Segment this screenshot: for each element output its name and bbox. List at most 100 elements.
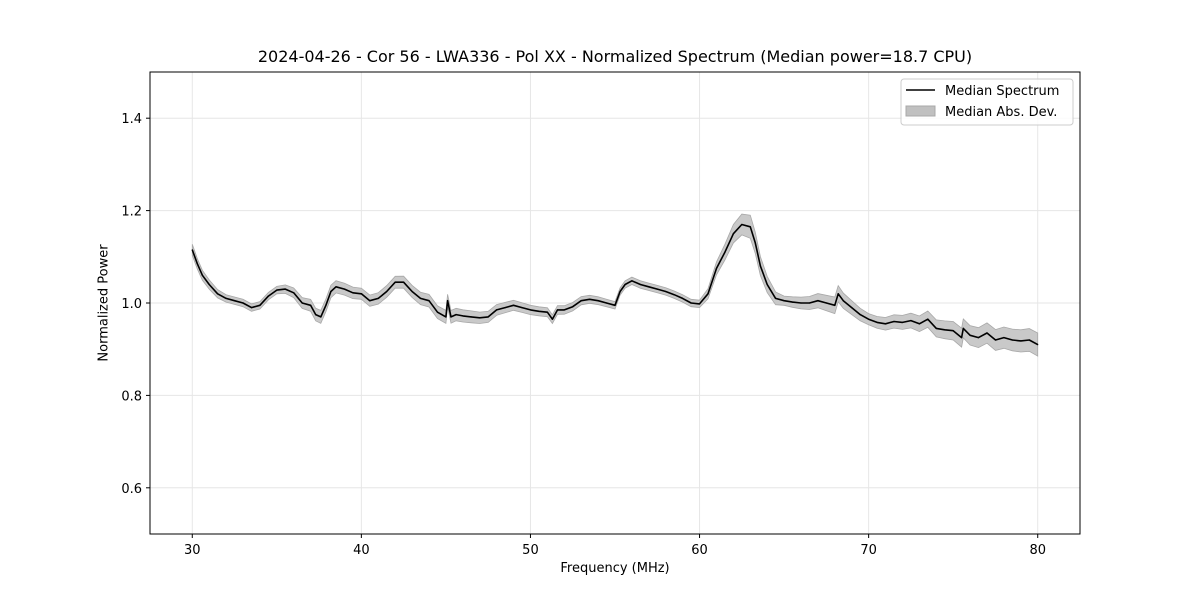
median-spectrum-point bbox=[690, 302, 692, 304]
legend-label-median-spectrum: Median Spectrum bbox=[945, 84, 1059, 99]
median-spectrum-point bbox=[325, 304, 327, 306]
median-spectrum-point bbox=[479, 317, 481, 319]
median-spectrum-point bbox=[369, 300, 371, 302]
legend-label-median-abs-dev: Median Abs. Dev. bbox=[945, 105, 1057, 120]
median-spectrum-point bbox=[962, 327, 964, 329]
median-spectrum-point bbox=[419, 297, 422, 299]
median-spectrum-point bbox=[639, 283, 642, 286]
median-spectrum-point bbox=[233, 300, 236, 302]
median-spectrum-point bbox=[961, 337, 963, 339]
median-spectrum-point bbox=[556, 309, 559, 311]
legend-band-swatch bbox=[905, 105, 936, 117]
median-spectrum-point bbox=[927, 318, 929, 320]
tick-layer: 30 40 50 60 70 80 0.6 0.8 1.0 1.2 1.4 bbox=[121, 112, 1046, 558]
chart-title: 2024-04-26 - Cor 56 - LWA336 - Pol XX - … bbox=[257, 47, 973, 66]
median-spectrum-point bbox=[512, 304, 515, 306]
median-spectrum-point bbox=[994, 339, 997, 341]
median-spectrum-point bbox=[320, 316, 322, 318]
y-tick-label: 1.2 bbox=[121, 205, 142, 220]
x-tick-label: 50 bbox=[522, 543, 539, 558]
median-spectrum-point bbox=[944, 329, 946, 331]
median-spectrum-point bbox=[698, 303, 701, 305]
median-spectrum-point bbox=[1028, 339, 1030, 341]
median-spectrum-point bbox=[191, 249, 193, 251]
median-spectrum-point bbox=[766, 283, 768, 286]
median-spectrum-point bbox=[842, 300, 844, 302]
median-spectrum-point bbox=[732, 233, 735, 235]
median-spectrum-point bbox=[754, 242, 756, 244]
median-spectrum-point bbox=[335, 286, 337, 288]
mad-band-layer bbox=[191, 213, 1039, 357]
median-spectrum-point bbox=[546, 311, 549, 313]
y-tick-label: 1.4 bbox=[121, 112, 142, 127]
median-spectrum-point bbox=[455, 314, 457, 316]
median-spectrum-point bbox=[580, 300, 582, 302]
median-spectrum-point bbox=[918, 323, 921, 325]
median-spectrum-point bbox=[682, 297, 684, 299]
median-spectrum-point bbox=[1011, 339, 1014, 341]
median-spectrum-point bbox=[1003, 337, 1005, 339]
x-tick-label: 40 bbox=[353, 543, 370, 558]
median-spectrum-point bbox=[284, 288, 286, 290]
median-spectrum-point bbox=[538, 310, 540, 312]
median-spectrum-point bbox=[969, 334, 971, 336]
median-abs-dev-band bbox=[191, 213, 1039, 357]
median-spectrum-point bbox=[572, 306, 574, 308]
median-spectrum-point bbox=[910, 320, 912, 322]
median-spectrum-point bbox=[624, 283, 626, 286]
median-spectrum-point bbox=[876, 321, 878, 323]
median-spectrum-point bbox=[724, 251, 726, 253]
spectrum-line-layer bbox=[191, 223, 1039, 346]
median-spectrum-point bbox=[648, 286, 650, 288]
median-spectrum-point bbox=[791, 301, 794, 303]
median-spectrum-point bbox=[208, 283, 210, 286]
median-spectrum-point bbox=[301, 302, 303, 304]
median-spectrum-point bbox=[411, 290, 413, 293]
median-spectrum-point bbox=[330, 290, 332, 293]
median-spectrum-point bbox=[403, 281, 405, 283]
median-spectrum-point bbox=[196, 263, 198, 265]
median-spectrum-point bbox=[529, 309, 532, 311]
median-spectrum-point bbox=[1037, 344, 1039, 346]
median-spectrum-point bbox=[201, 274, 203, 276]
median-spectrum-point bbox=[614, 304, 616, 306]
median-spectrum-point bbox=[868, 318, 870, 320]
median-spectrum-point bbox=[504, 307, 506, 309]
median-spectrum-point bbox=[851, 307, 853, 309]
median-spectrum-point bbox=[315, 314, 317, 316]
x-tick-label: 70 bbox=[860, 543, 877, 558]
y-axis-label: Normalized Power bbox=[96, 244, 112, 362]
median-spectrum-point bbox=[715, 267, 718, 269]
y-tick-label: 1.0 bbox=[121, 297, 142, 312]
median-spectrum-point bbox=[563, 309, 565, 311]
median-spectrum-point bbox=[436, 311, 439, 313]
median-spectrum-point bbox=[293, 292, 295, 294]
median-spectrum-point bbox=[394, 281, 396, 283]
legend: Median Spectrum Median Abs. Dev. bbox=[900, 78, 1074, 126]
median-spectrum-point bbox=[741, 223, 743, 226]
median-spectrum-point bbox=[462, 315, 464, 317]
median-spectrum-point bbox=[825, 302, 828, 304]
median-spectrum-point bbox=[977, 337, 980, 339]
median-spectrum-point bbox=[665, 290, 667, 293]
median-spectrum-point bbox=[605, 302, 608, 304]
median-spectrum-point bbox=[217, 293, 219, 295]
y-tick-label: 0.8 bbox=[121, 389, 142, 404]
median-spectrum-point bbox=[986, 332, 988, 334]
median-spectrum-point bbox=[817, 300, 819, 302]
median-spectrum-point bbox=[619, 290, 621, 293]
median-spectrum-point bbox=[259, 304, 261, 306]
median-spectrum-point bbox=[808, 302, 811, 304]
x-tick-label: 80 bbox=[1029, 543, 1046, 558]
median-spectrum-point bbox=[1020, 340, 1022, 342]
median-spectrum-point bbox=[656, 288, 658, 290]
median-spectrum-point bbox=[276, 289, 278, 291]
median-spectrum-point bbox=[952, 330, 954, 332]
median-spectrum-point bbox=[377, 297, 379, 299]
median-spectrum-point bbox=[800, 302, 802, 304]
median-spectrum-point bbox=[834, 304, 836, 306]
median-spectrum-point bbox=[496, 309, 498, 311]
median-spectrum-point bbox=[631, 280, 633, 282]
median-spectrum-point bbox=[428, 300, 430, 302]
x-tick-label: 30 bbox=[184, 543, 201, 558]
